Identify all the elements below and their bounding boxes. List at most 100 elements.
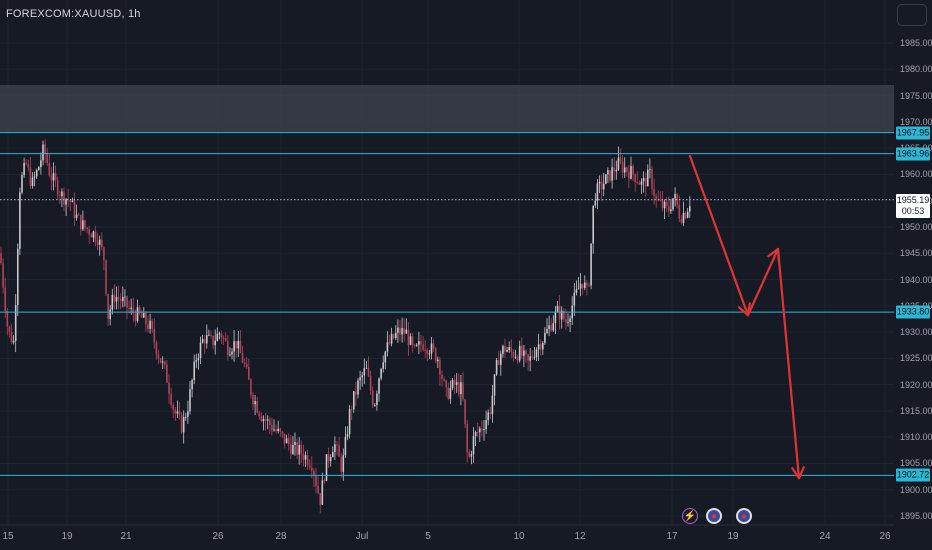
candle-body — [676, 194, 678, 206]
candle-body — [98, 239, 101, 245]
candle-body — [380, 368, 382, 379]
candle-body — [115, 296, 118, 302]
candle-body — [512, 351, 515, 358]
candle-body — [61, 191, 63, 197]
candle-body — [600, 181, 603, 190]
candle-body — [510, 347, 513, 352]
candle-body — [594, 200, 597, 206]
forecast-arrow-segment — [746, 247, 780, 317]
candle-body — [161, 361, 164, 363]
candle-body — [266, 419, 269, 421]
candle-body — [136, 307, 139, 321]
candle-body — [535, 349, 538, 358]
candle-body — [613, 167, 615, 172]
candle-body — [474, 432, 477, 437]
flash-icon[interactable]: ⚡ — [682, 508, 698, 524]
level-price-tag: 1933.80 — [896, 305, 930, 319]
candle-body — [565, 319, 567, 323]
candle-body — [422, 344, 424, 350]
candle-body — [619, 157, 622, 162]
candle-body — [159, 358, 162, 363]
candle-body — [573, 292, 576, 306]
x-tick-label: 17 — [666, 531, 678, 542]
candle-body — [367, 367, 370, 376]
us-flag-icon[interactable]: ● — [706, 508, 722, 524]
candle-body — [176, 411, 179, 414]
candle-body — [546, 329, 548, 334]
candle-body — [609, 170, 611, 181]
candle-body — [281, 431, 284, 434]
y-tick-label: 1985.00 — [900, 38, 932, 48]
candle-body — [109, 309, 111, 320]
candle-body — [298, 445, 300, 455]
us-flag-icon[interactable]: ● — [736, 508, 752, 524]
candle-body — [218, 333, 221, 335]
candle-body — [287, 438, 290, 445]
candle-body — [71, 200, 74, 202]
candle-body — [90, 234, 93, 238]
candle-body — [426, 350, 429, 354]
y-tick-label: 1915.00 — [900, 405, 932, 416]
candle-body — [264, 419, 267, 421]
candle-body — [14, 304, 17, 341]
candle-body — [508, 347, 510, 351]
candle-body — [73, 200, 76, 218]
candle-body — [418, 341, 420, 345]
candle-body — [19, 192, 21, 249]
x-tick-label: 24 — [819, 531, 831, 542]
candle-body — [285, 438, 288, 444]
candle-body — [143, 313, 145, 318]
candle-body — [107, 293, 109, 320]
grid-lines — [0, 0, 894, 525]
symbol-title[interactable]: FOREXCOM:XAUUSD, 1h — [6, 8, 141, 20]
candle-body — [636, 182, 639, 183]
candle-body — [23, 162, 25, 176]
candle-body — [500, 353, 502, 365]
candle-body — [212, 335, 214, 346]
candle-body — [628, 171, 630, 179]
candle-body — [258, 412, 261, 417]
candle-body — [31, 177, 34, 186]
candle-body — [164, 361, 166, 365]
candle-body — [458, 382, 460, 395]
candle-body — [77, 214, 80, 216]
y-tick-label: 1900.00 — [900, 484, 932, 495]
candle-body — [182, 417, 185, 433]
candle-body — [344, 436, 347, 456]
y-tick-label: 1950.00 — [900, 221, 932, 232]
candle-body — [311, 467, 313, 472]
y-tick-label: 1945.00 — [900, 248, 932, 259]
candle-body — [10, 332, 13, 343]
candle-body — [487, 412, 489, 421]
y-tick-label: 1910.00 — [900, 432, 932, 443]
candle-body — [563, 310, 565, 320]
candle-body — [489, 412, 492, 415]
candle-body — [521, 345, 523, 356]
candle-body — [243, 362, 246, 364]
candle-body — [668, 205, 670, 212]
candle-body — [516, 356, 519, 361]
candle-body — [12, 340, 15, 343]
candle-body — [653, 188, 655, 197]
candle-body — [235, 341, 237, 349]
candle-body — [187, 411, 189, 417]
candle-body — [191, 380, 193, 390]
chart-settings-button[interactable] — [897, 4, 927, 26]
candle-body — [306, 455, 309, 466]
candle-body — [334, 444, 336, 452]
candle-body — [203, 339, 206, 344]
candle-body — [665, 201, 668, 206]
candle-body — [119, 298, 122, 301]
candle-body — [529, 356, 531, 361]
candle-body — [439, 359, 441, 375]
candle-body — [661, 200, 664, 209]
candle-body — [615, 169, 618, 172]
horizontal-levels — [0, 132, 894, 476]
candle-body — [317, 485, 319, 494]
candle-body — [2, 263, 4, 288]
candle-body — [241, 353, 244, 363]
candle-body — [8, 326, 11, 333]
candle-body — [237, 340, 240, 349]
candle-body — [224, 338, 227, 341]
